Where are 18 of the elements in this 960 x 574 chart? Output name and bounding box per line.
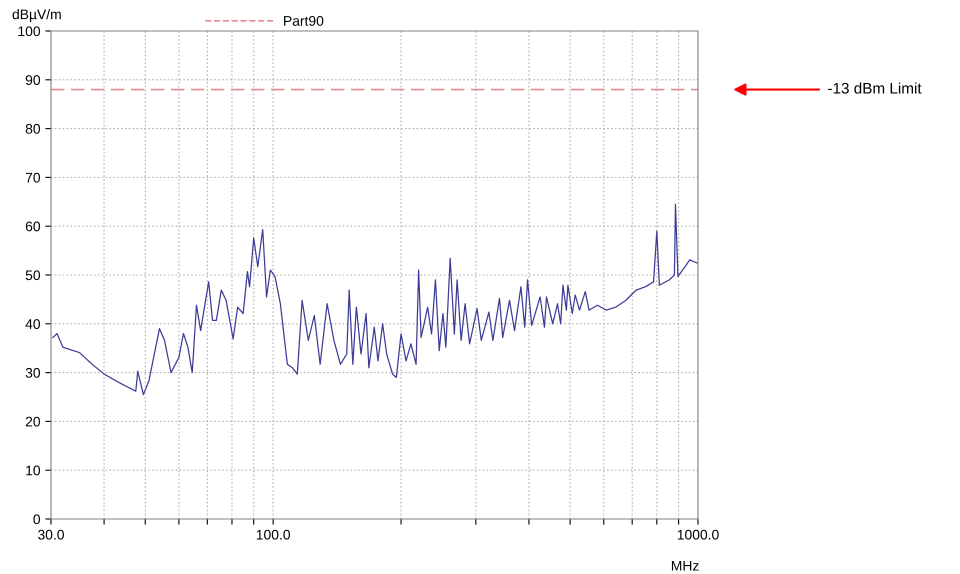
x-tick-label: 100.0 [256,530,290,540]
y-tick-label: 90 [26,75,40,85]
legend-label: Part90 [284,16,324,26]
y-tick-label: 40 [25,319,40,329]
y-tick-label: 0 [33,514,40,524]
y-tick-label: 100 [18,26,40,36]
y-tick-label: 30 [26,368,40,378]
y-tick-label: 70 [26,172,40,183]
y-tick-label: 20 [26,416,40,427]
x-axis-title: MHz [672,560,699,571]
y-tick-label: 10 [26,466,40,476]
y-axis-title: dBµV/m [12,9,61,22]
y-tick-label: 80 [26,124,40,134]
y-tick-label: 50 [26,270,40,280]
x-tick-label: 30.0 [38,530,64,540]
text: -13 dBm Limit [828,82,922,94]
x-tick-label: 1000.0 [678,530,719,540]
y-tick-label: 60 [26,222,40,232]
